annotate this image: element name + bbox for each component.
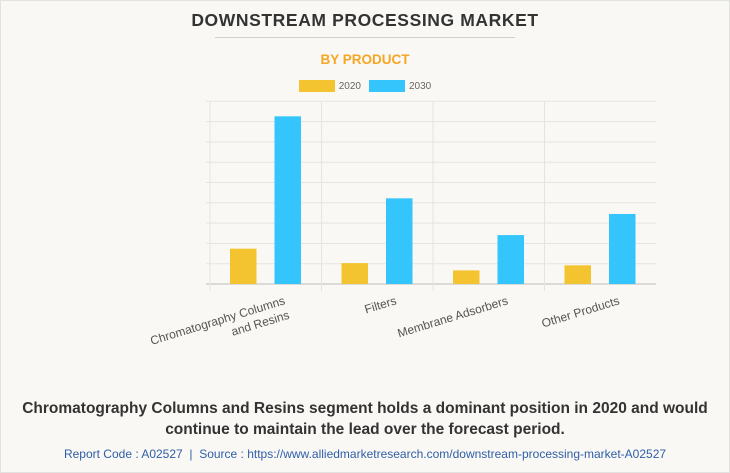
source-line: Report Code : A02527 | Source : https://… (0, 447, 730, 461)
bar-2020-3[interactable] (564, 265, 592, 284)
chart-subtitle: BY PRODUCT (320, 52, 410, 67)
legend-item-2020[interactable]: 2020 (298, 80, 361, 92)
legend: 2020 2030 (0, 80, 730, 92)
x-tick-label-line: Filters (363, 293, 398, 316)
report-code: Report Code : A02527 (63, 447, 183, 461)
bar-2020-1[interactable] (341, 263, 369, 284)
legend-label-2030: 2030 (409, 80, 432, 92)
legend-item-2030[interactable]: 2030 (369, 80, 431, 92)
x-tick-label: Membrane Adsorbers (396, 293, 510, 340)
title-divider (215, 37, 515, 38)
chart-title: DOWNSTREAM PROCESSING MARKET (191, 10, 539, 30)
x-tick-label: Filters (363, 293, 398, 316)
bar-2030-1[interactable] (386, 198, 413, 284)
legend-swatch-2030 (369, 80, 405, 92)
bar-2030-2[interactable] (497, 235, 525, 284)
x-tick-label-line: Other Products (540, 293, 621, 330)
legend-label-2020: 2020 (338, 80, 361, 92)
x-tick-label: Chromatography Columnsand Resins (149, 293, 291, 362)
legend-swatch-2020 (298, 80, 335, 92)
x-tick-label-line: Membrane Adsorbers (396, 293, 510, 340)
bars (230, 116, 636, 285)
x-tick-label: Other Products (540, 293, 621, 330)
bar-2020-0[interactable] (230, 248, 257, 284)
x-axis-labels: Chromatography Columnsand Resins FiltersM… (149, 293, 622, 362)
bar-2020-2[interactable] (453, 270, 480, 284)
source-separator: | (189, 447, 193, 461)
grid (206, 100, 656, 291)
chart-caption: Chromatography Columns and Resins segmen… (22, 400, 708, 438)
source-link[interactable]: Source : https://www.alliedmarketresearc… (199, 447, 667, 461)
bar-2030-3[interactable] (609, 213, 636, 284)
bar-chart: Chromatography Columnsand Resins FiltersM… (149, 100, 656, 362)
bar-2030-0[interactable] (274, 116, 302, 285)
